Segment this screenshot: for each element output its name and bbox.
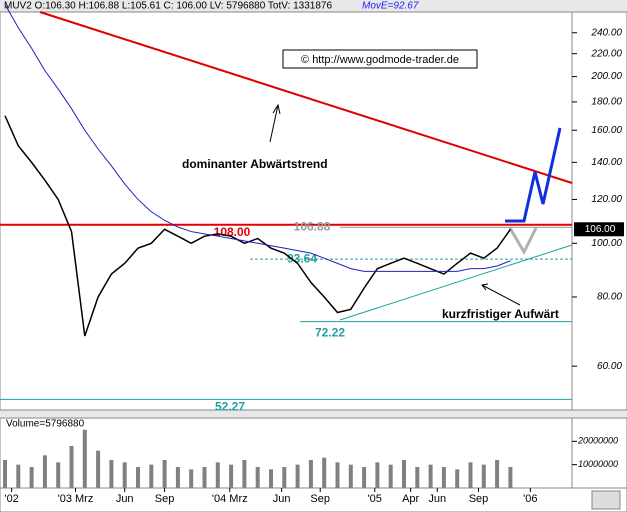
volume-bar xyxy=(136,467,140,488)
time-axis xyxy=(0,487,627,512)
volume-bar xyxy=(149,464,154,488)
volume-bar xyxy=(96,450,101,488)
volume-tick-label: 20000000 xyxy=(577,436,618,446)
price-panel xyxy=(0,11,573,411)
volume-label: Volume=5796880 xyxy=(6,419,85,430)
volume-axis xyxy=(571,417,627,489)
arrow xyxy=(481,284,521,306)
y-tick-label: 220.00 xyxy=(590,48,622,59)
arrow-head xyxy=(272,103,281,115)
volume-bar xyxy=(322,457,327,488)
x-tick-label: Sep xyxy=(469,493,489,505)
x-tick-label: Jun xyxy=(273,493,291,505)
y-tick-label: 180.00 xyxy=(591,97,622,108)
volume-bar xyxy=(42,455,47,488)
volume-bar xyxy=(468,462,473,488)
volume-bar xyxy=(269,469,273,488)
volume-bar xyxy=(295,464,300,488)
x-tick-label: Sep xyxy=(310,493,330,505)
y-tick-label: 200.00 xyxy=(590,71,622,82)
y-tick-label: 60.00 xyxy=(597,361,622,372)
x-tick-label: '02 xyxy=(4,493,18,505)
price-tag-label: 106.00 xyxy=(585,224,616,235)
header: MUV2 O:106.30 H:106.88 L:105.61 C: 106.0… xyxy=(4,1,332,12)
y-tick-label: 240.00 xyxy=(590,27,622,38)
level-label: 72.22 xyxy=(315,326,345,340)
volume-bar xyxy=(375,462,380,488)
x-tick-label: '04 Mrz xyxy=(212,493,248,505)
volume-bar xyxy=(388,464,393,488)
y-tick-label: 100.00 xyxy=(591,238,622,249)
volume-bar xyxy=(335,462,340,488)
volume-bar xyxy=(362,467,367,488)
price-axis xyxy=(571,11,627,411)
volume-bar xyxy=(348,464,353,488)
volume-bar xyxy=(122,462,127,488)
copyright: © http://www.godmode-trader.de xyxy=(301,54,459,66)
volume-bar xyxy=(495,460,500,488)
level-label: 52.27 xyxy=(215,399,245,413)
volume-bar xyxy=(441,467,446,488)
projection-up xyxy=(505,127,562,223)
volume-bar xyxy=(255,467,260,488)
projection-pullback xyxy=(508,227,538,256)
arrow-head xyxy=(481,283,489,291)
volume-bar xyxy=(162,460,167,488)
x-tick-label: Sep xyxy=(155,493,175,505)
series-line xyxy=(4,4,511,272)
x-tick-label: Apr xyxy=(402,493,419,505)
uptrend-line xyxy=(339,244,573,321)
tool-button[interactable] xyxy=(591,490,621,510)
volume-bar xyxy=(282,467,287,488)
x-tick-label: Jun xyxy=(116,493,134,505)
volume-bar xyxy=(82,429,87,488)
volume-bar xyxy=(69,446,74,488)
volume-bar xyxy=(415,467,420,488)
annotation: kurzfristiger Aufwärt xyxy=(442,307,559,321)
arrow xyxy=(269,104,279,143)
copyright-box xyxy=(282,49,478,69)
y-tick-label: 120.00 xyxy=(591,194,622,205)
volume-bar xyxy=(189,469,194,488)
volume-bar xyxy=(455,469,460,488)
volume-bar xyxy=(56,462,61,488)
y-tick-label: 80.00 xyxy=(597,292,622,303)
x-tick-label: '06 xyxy=(523,493,537,505)
series-line xyxy=(4,115,512,337)
volume-tick-label: 10000000 xyxy=(578,459,618,469)
volume-bar xyxy=(175,467,180,488)
price-tag xyxy=(574,222,624,237)
x-tick-label: Jun xyxy=(428,493,446,505)
volume-bar xyxy=(508,467,513,488)
volume-bar xyxy=(29,467,34,488)
volume-bar xyxy=(481,464,486,488)
volume-bar xyxy=(308,460,313,488)
volume-bar xyxy=(215,462,220,488)
volume-bar xyxy=(428,464,433,488)
downtrend-line xyxy=(39,11,573,184)
y-tick-label: 160.00 xyxy=(591,125,622,136)
volume-bar xyxy=(229,464,234,488)
volume-bar xyxy=(202,467,207,488)
x-tick-label: '03 Mrz xyxy=(58,493,94,505)
volume-bar xyxy=(109,460,114,488)
annotation: dominanter Abwärtstrend xyxy=(182,157,328,171)
volume-bar xyxy=(3,460,7,488)
volume-bar xyxy=(402,460,406,488)
volume-bar xyxy=(16,464,21,488)
y-tick-label: 140.00 xyxy=(591,157,622,168)
level-label: 106.88 xyxy=(294,219,331,233)
volume-bar xyxy=(242,460,247,488)
x-tick-label: '05 xyxy=(368,493,382,505)
indicator: MovE=92.67 xyxy=(362,1,419,12)
